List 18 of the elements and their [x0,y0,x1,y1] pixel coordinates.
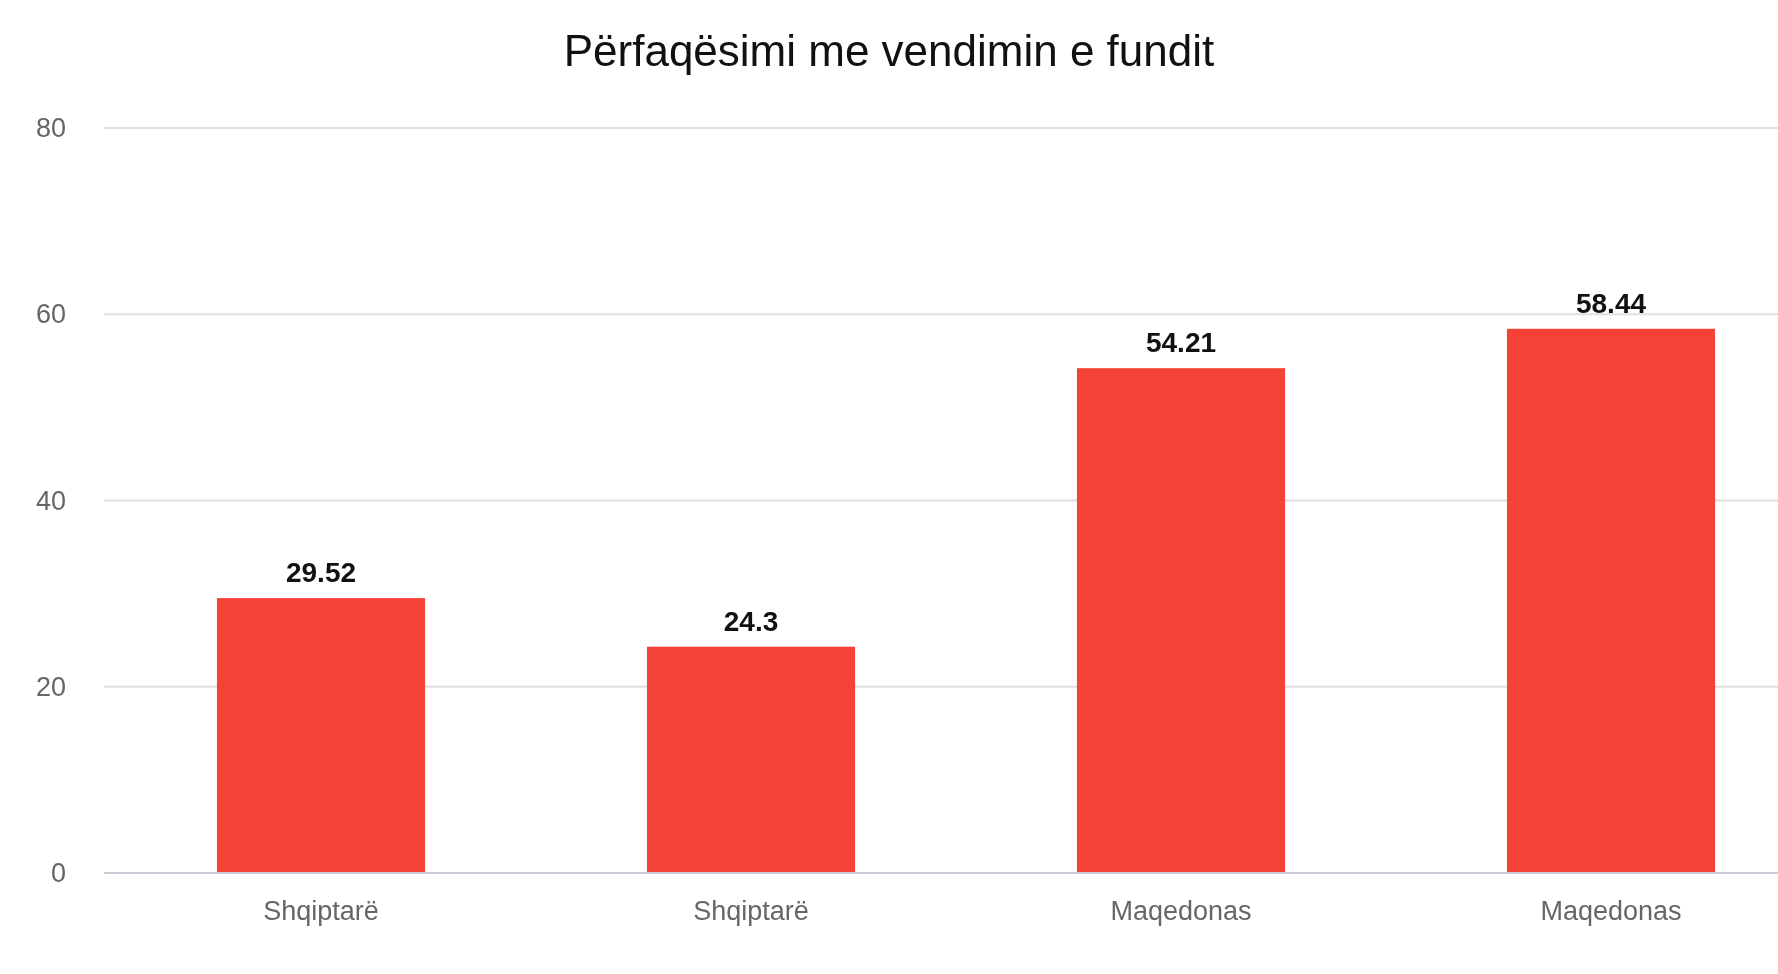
y-tick-label: 20 [35,671,66,702]
x-tick-label: Maqedonas [1110,896,1252,927]
x-tick-label: Shqiptarë [693,896,809,927]
y-tick-label: 80 [35,113,66,144]
y-tick-label: 40 [35,485,66,516]
bar [646,646,856,873]
data-label: 54.21 [1145,327,1217,359]
y-tick-label: 60 [35,299,66,330]
bar [1506,328,1716,873]
x-tick-label: Maqedonas [1540,896,1682,927]
data-label: 29.52 [285,557,357,589]
data-label: 24.3 [723,605,779,637]
bar [216,598,426,873]
bar [1076,368,1286,873]
chart-title: Përfaqësimi me vendimin e fundit [563,26,1215,75]
y-tick-label: 0 [50,858,66,889]
data-label: 58.44 [1575,287,1647,319]
x-tick-label: Shqiptarë [263,896,379,927]
